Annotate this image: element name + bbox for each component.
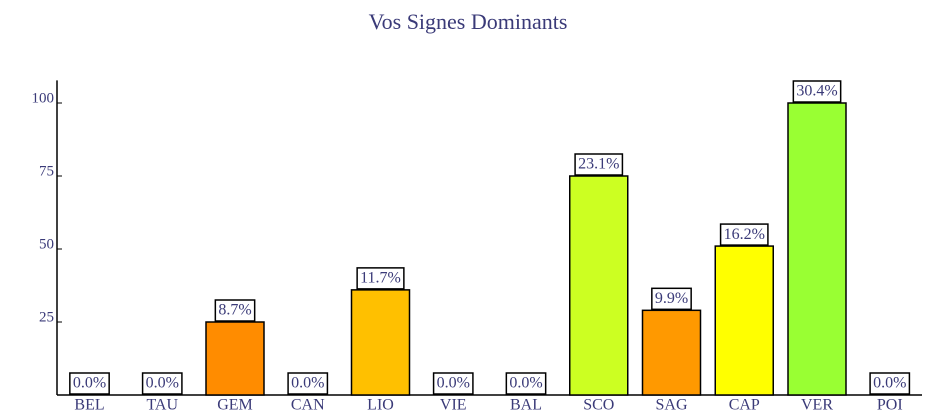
value-label-box bbox=[432, 372, 474, 395]
y-tick-label: 25 bbox=[39, 309, 54, 325]
x-tick-label: TAU bbox=[146, 397, 178, 414]
bar bbox=[714, 245, 774, 396]
value-label: 0.0% bbox=[509, 375, 542, 392]
value-label: 23.1% bbox=[578, 156, 619, 173]
value-label-box bbox=[869, 372, 911, 395]
value-label: 0.0% bbox=[73, 375, 106, 392]
value-label-box bbox=[141, 372, 183, 395]
x-tick-label: SAG bbox=[655, 397, 687, 414]
value-label: 16.2% bbox=[724, 226, 765, 243]
value-label: 9.9% bbox=[655, 290, 688, 307]
bar bbox=[205, 321, 265, 396]
bar bbox=[569, 175, 629, 396]
value-label-box bbox=[792, 80, 842, 103]
chart-title: Vos Signes Dominants bbox=[369, 9, 568, 34]
value-label-box bbox=[574, 153, 624, 176]
y-tick-label: 75 bbox=[39, 163, 54, 179]
value-label-box bbox=[719, 223, 769, 246]
value-label: 0.0% bbox=[146, 375, 179, 392]
value-label: 8.7% bbox=[218, 302, 251, 319]
value-label: 30.4% bbox=[796, 83, 837, 100]
x-tick-label: CAN bbox=[291, 397, 325, 414]
value-label: 11.7% bbox=[360, 270, 401, 287]
bar bbox=[787, 102, 847, 396]
x-tick-label: BEL bbox=[74, 397, 104, 414]
bar bbox=[641, 309, 702, 396]
x-tick-label: GEM bbox=[217, 397, 253, 414]
bar bbox=[350, 289, 411, 396]
x-tick-label: SCO bbox=[583, 397, 614, 414]
value-label: 0.0% bbox=[437, 375, 470, 392]
value-label-box bbox=[214, 299, 256, 322]
value-label-box bbox=[69, 372, 110, 395]
x-tick-label: LIO bbox=[367, 397, 394, 414]
x-tick-label: CAP bbox=[729, 397, 760, 414]
y-tick-label: 50 bbox=[39, 236, 54, 252]
value-label-box bbox=[505, 372, 547, 395]
x-tick-label: BAL bbox=[510, 397, 542, 414]
value-label-box bbox=[287, 372, 329, 395]
value-label-box bbox=[356, 267, 405, 290]
value-label: 0.0% bbox=[873, 375, 906, 392]
x-tick-label: VER bbox=[801, 397, 833, 414]
x-tick-label: VIE bbox=[440, 397, 467, 414]
y-tick-label: 100 bbox=[32, 90, 55, 106]
x-tick-label: POI bbox=[877, 397, 903, 414]
value-label-box bbox=[651, 287, 692, 311]
value-label: 0.0% bbox=[291, 375, 324, 392]
